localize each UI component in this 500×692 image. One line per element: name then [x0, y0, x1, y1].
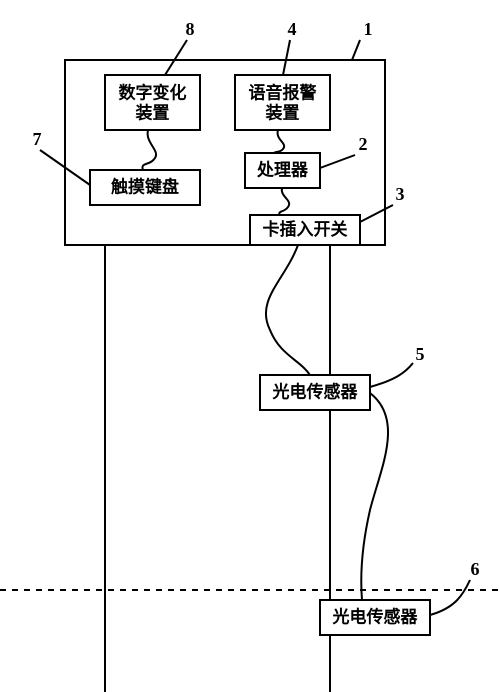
callout-lead-6 [430, 580, 470, 615]
callout-lead-1 [352, 40, 360, 60]
node-digit_change-label2: 装置 [135, 102, 170, 122]
node-card_switch-label: 卡插入开关 [263, 219, 348, 239]
callout-lead-8 [165, 40, 187, 75]
connector-card_to_s1 [266, 245, 310, 375]
connector-va_to_proc [274, 130, 284, 155]
connector-dc_to_kb [142, 130, 156, 170]
node-voice_alarm-label1: 语音报警 [249, 82, 317, 102]
node-sensor_upper-label: 光电传感器 [272, 381, 359, 401]
node-keyboard-label: 触摸键盘 [110, 176, 179, 196]
callout-num-3: 3 [396, 184, 405, 204]
node-digit_change-label1: 数字变化 [119, 82, 187, 102]
callout-num-8: 8 [186, 19, 195, 39]
connector-s1_to_s2 [361, 393, 388, 600]
node-voice_alarm-label2: 装置 [265, 102, 300, 122]
callout-num-2: 2 [359, 134, 368, 154]
callout-num-6: 6 [471, 559, 480, 579]
node-sensor_lower-label: 光电传感器 [332, 606, 419, 626]
callout-num-4: 4 [288, 19, 297, 39]
node-processor-label: 处理器 [256, 159, 309, 179]
callout-num-7: 7 [33, 129, 42, 149]
callout-lead-2 [320, 155, 355, 168]
callout-lead-3 [360, 205, 393, 222]
callout-num-1: 1 [364, 19, 373, 39]
connector-proc_to_card [279, 188, 289, 216]
callout-lead-4 [283, 40, 290, 75]
callout-num-5: 5 [416, 344, 425, 364]
callout-lead-5 [370, 363, 413, 387]
